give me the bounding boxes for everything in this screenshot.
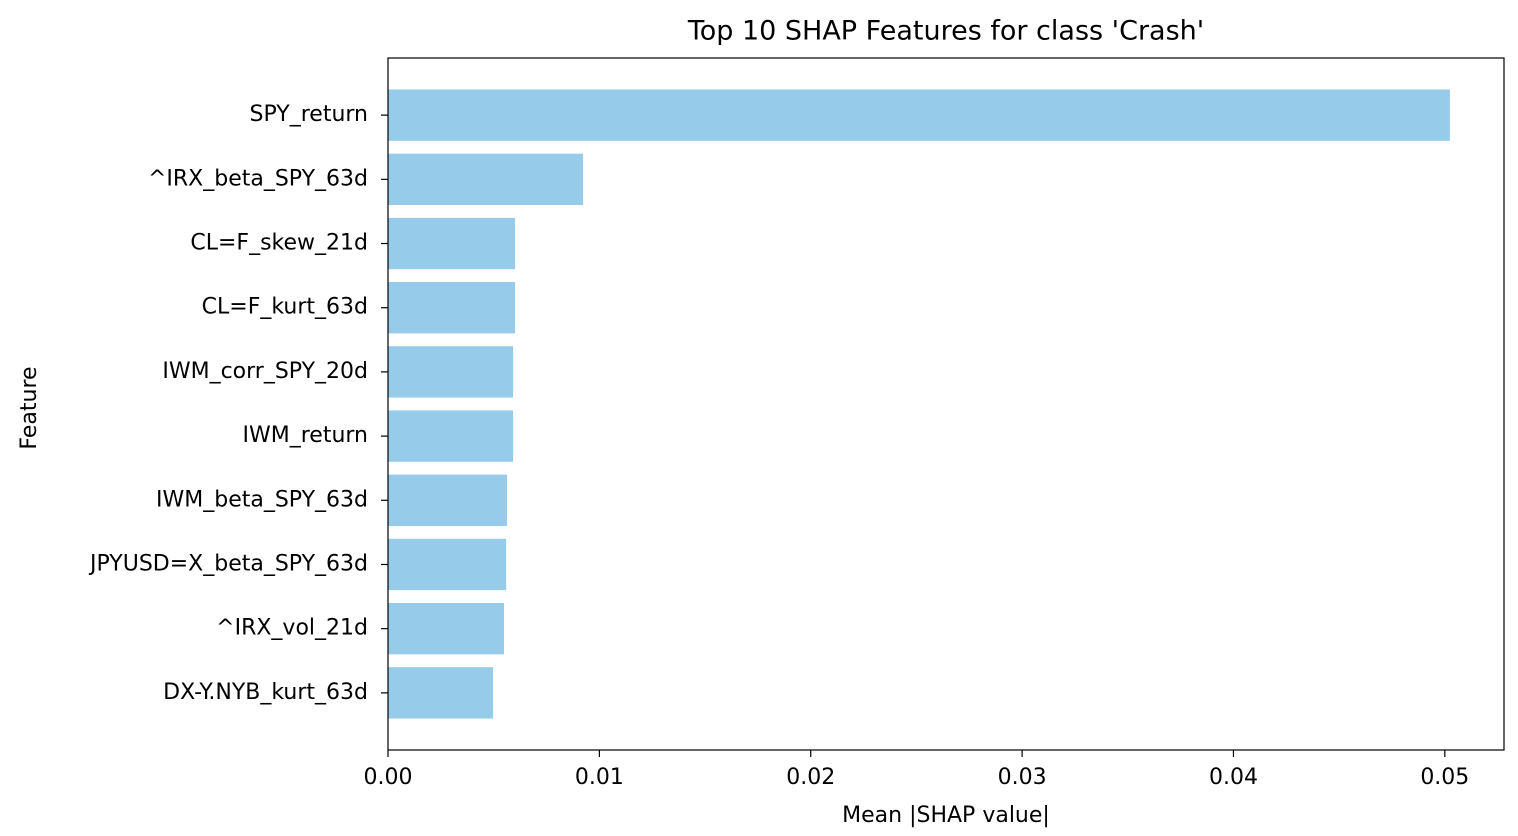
bar [388, 89, 1450, 141]
bar [388, 410, 514, 462]
y-tick-label: ^IRX_beta_SPY_63d [148, 166, 368, 191]
y-tick-label: CL=F_kurt_63d [202, 295, 368, 320]
bar [388, 474, 507, 526]
bar [388, 153, 584, 206]
x-tick-label: 0.02 [786, 765, 835, 790]
x-axis-label: Mean |SHAP value| [842, 803, 1050, 828]
y-tick-label: DX-Y.NYB_kurt_63d [163, 680, 368, 705]
y-tick-label: IWM_beta_SPY_63d [156, 487, 368, 512]
y-tick-label: ^IRX_vol_21d [216, 616, 368, 641]
x-tick-label: 0.04 [1209, 765, 1258, 790]
bar [388, 538, 507, 591]
y-tick-label: CL=F_skew_21d [190, 231, 368, 256]
x-tick-label: 0.03 [998, 765, 1047, 790]
y-tick-label: IWM_return [243, 423, 369, 448]
x-tick-label: 0.00 [364, 765, 413, 790]
y-tick-label: SPY_return [250, 102, 368, 127]
x-tick-label: 0.05 [1420, 765, 1469, 790]
bar [388, 602, 505, 655]
x-tick-label: 0.01 [575, 765, 624, 790]
bar [388, 217, 516, 270]
chart-title: Top 10 SHAP Features for class 'Crash' [687, 16, 1204, 47]
y-axis-label: Feature [17, 366, 42, 449]
plot-frame [387, 57, 1505, 751]
y-tick-label: IWM_corr_SPY_20d [162, 359, 368, 384]
bar [388, 667, 494, 719]
bar [388, 282, 516, 334]
bar [388, 346, 514, 398]
y-tick-label: JPYUSD=X_beta_SPY_63d [88, 551, 368, 576]
